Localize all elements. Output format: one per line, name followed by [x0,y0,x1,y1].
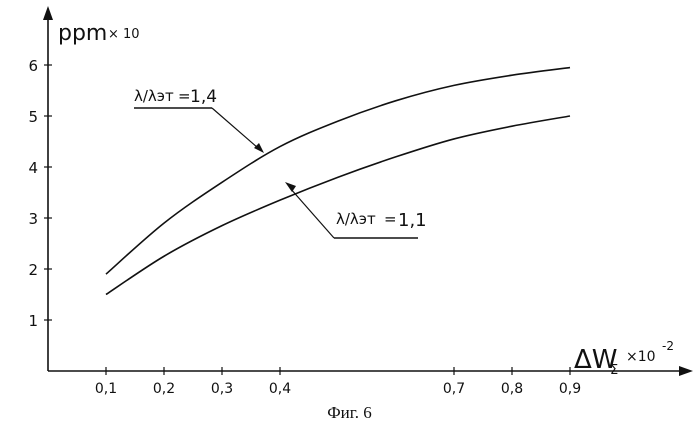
x-tick-label: 0,3 [211,381,233,397]
series-1-pointer [212,108,258,148]
y-tick-label: 5 [28,108,38,126]
series-2-label-prefix: λ/λэт [336,210,376,228]
x-axis-arrow [679,366,693,376]
axes [43,6,693,376]
series-1-label-eq: = [178,87,191,105]
x-axis-exponent: -2 [662,339,674,353]
curves [106,68,570,295]
figure-caption: Фиг. 6 [0,403,699,423]
x-axis-subscript: Σ [610,363,618,378]
y-tick-label: 2 [28,261,38,279]
series-2-label-value: 1,1 [398,210,427,231]
y-axis-arrow [43,6,53,20]
series-1-arrowhead [254,143,264,153]
x-tick-label: 0,1 [95,381,117,397]
y-axis-multiplier: × 10 [108,27,140,42]
series-1-line [106,68,570,275]
x-tick-label: 0,4 [269,381,291,397]
y-tick-label: 6 [28,57,38,75]
x-axis-multiplier: ×10 [626,349,656,365]
series-2-pointer [290,188,334,238]
x-tick-label: 0,7 [443,381,465,397]
series-1-label-prefix: λ/λэт [134,87,174,105]
y-tick-label: 3 [28,210,38,228]
y-tick-label: 1 [28,312,38,330]
ticks: 1 2 3 4 5 6 0,1 0,2 0,3 0,4 0,7 0,8 0,9 [28,57,581,397]
x-tick-label: 0,8 [501,381,523,397]
y-axis-label: ppm [58,21,107,46]
series-2-arrowhead [285,182,296,192]
labels: ppm × 10 ΔW Σ ×10 -2 λ/λэт = 1,4 λ/λэт =… [58,21,674,378]
series-2-line [106,116,570,295]
x-tick-label: 0,2 [153,381,175,397]
series-2-label-eq: = [384,210,397,228]
y-tick-label: 4 [28,159,38,177]
series-1-label-value: 1,4 [190,87,217,107]
x-tick-label: 0,9 [559,381,581,397]
